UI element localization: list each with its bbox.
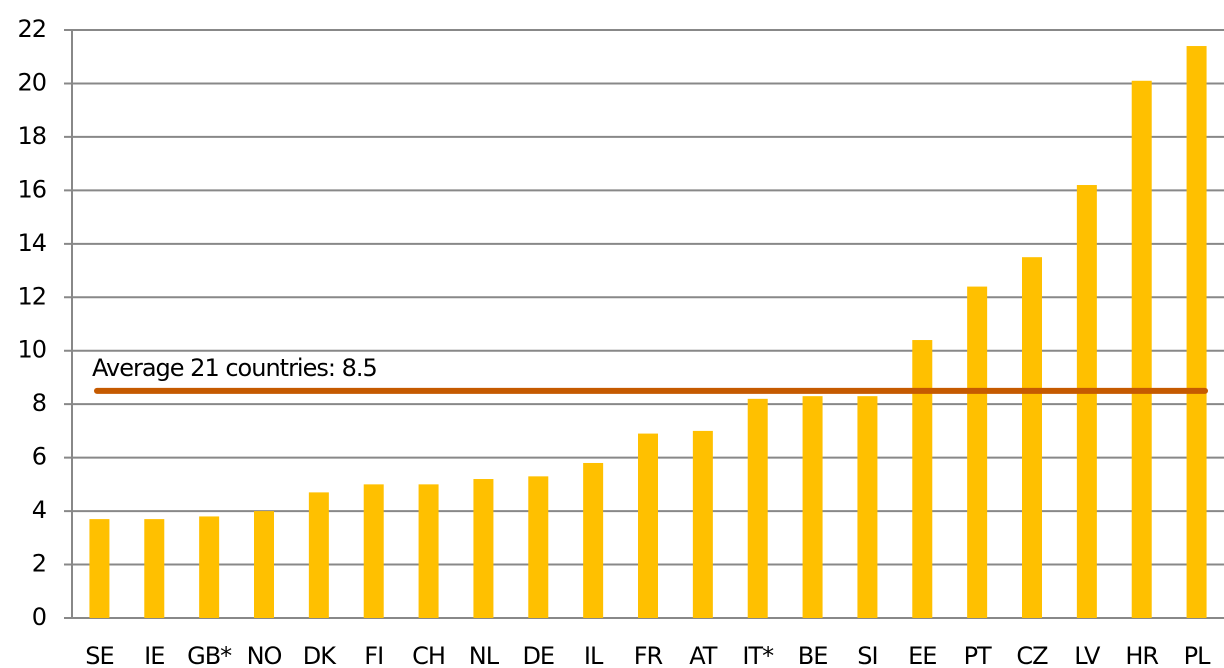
bar — [144, 519, 165, 618]
x-tick-label: PL — [1184, 642, 1211, 668]
bar — [638, 433, 658, 618]
x-tick-label: AT — [689, 642, 718, 668]
y-tick-label: 2 — [32, 550, 46, 578]
x-tick-label: SI — [857, 642, 877, 668]
x-tick-label: PT — [964, 642, 992, 668]
x-tick-label: CZ — [1016, 642, 1048, 668]
bar — [473, 479, 494, 618]
x-tick-label: EE — [908, 642, 936, 668]
x-tick-label: NL — [469, 642, 500, 668]
bar — [254, 511, 274, 618]
y-tick-label: 0 — [32, 603, 46, 631]
x-tick-label: FR — [634, 642, 663, 668]
bar — [967, 286, 988, 618]
y-tick-label: 16 — [17, 175, 46, 203]
y-tick-label: 8 — [32, 389, 46, 417]
bar — [308, 492, 329, 618]
average-annotation: Average 21 countries: 8.5 — [92, 354, 377, 382]
x-tick-label: DE — [522, 642, 554, 668]
bar — [1131, 80, 1152, 619]
y-tick-label: 18 — [17, 122, 46, 150]
bar — [199, 516, 220, 618]
bar — [1022, 257, 1042, 618]
bar — [1186, 46, 1207, 618]
bar — [583, 462, 604, 618]
y-tick-label: 20 — [17, 68, 46, 96]
y-tick-label: 10 — [17, 336, 46, 364]
x-tick-label: LV — [1074, 642, 1101, 668]
y-tick-label: 22 — [17, 15, 46, 43]
bar — [692, 430, 713, 618]
bar — [89, 519, 110, 618]
x-tick-label: IL — [584, 642, 604, 668]
x-tick-label: FI — [364, 642, 383, 668]
x-tick-label: IT* — [742, 642, 774, 668]
x-tick-label: SE — [85, 642, 113, 668]
bar — [528, 476, 549, 618]
bar — [418, 484, 439, 618]
bar — [747, 398, 768, 618]
y-tick-label: 14 — [17, 229, 46, 257]
x-tick-label: CH — [412, 642, 445, 668]
x-tick-label: HR — [1125, 642, 1158, 668]
y-tick-label: 6 — [32, 443, 46, 471]
bar — [802, 396, 823, 618]
x-tick-label: NO — [247, 642, 282, 668]
x-tick-label: GB* — [187, 642, 232, 668]
x-tick-label: IE — [144, 642, 164, 668]
bar — [363, 484, 384, 618]
bar — [1076, 185, 1097, 618]
y-tick-label: 4 — [32, 496, 46, 524]
y-tick-label: 12 — [17, 282, 46, 310]
bar — [857, 396, 878, 618]
x-tick-label: BE — [798, 642, 828, 668]
x-tick-label: DK — [303, 642, 337, 668]
bar — [912, 340, 933, 618]
